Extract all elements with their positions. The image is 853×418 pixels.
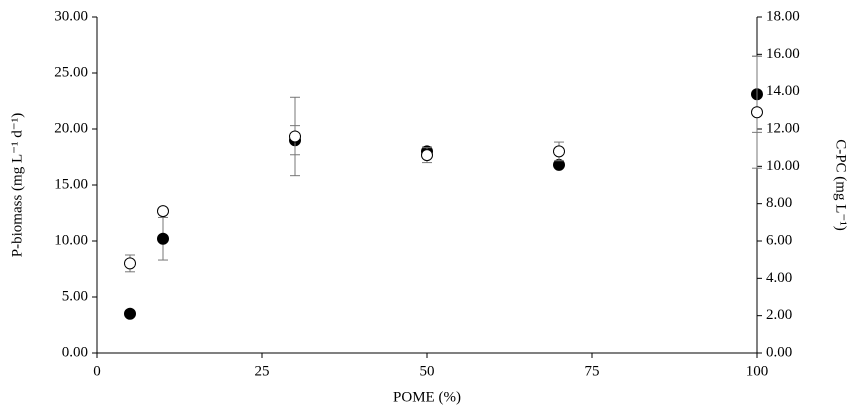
y-tick-label: 15.00 xyxy=(54,176,88,192)
y-tick-label: 20.00 xyxy=(54,120,88,136)
point xyxy=(289,130,301,143)
y2-tick-label: 2.00 xyxy=(766,307,792,323)
point xyxy=(751,106,763,119)
y2-tick-label: 10.00 xyxy=(766,158,800,174)
y2-tick-label: 14.00 xyxy=(766,83,800,99)
y2-tick-label: 16.00 xyxy=(766,46,800,62)
point xyxy=(157,232,169,245)
x-tick-label: 100 xyxy=(746,363,769,379)
y-tick-label: 25.00 xyxy=(54,64,88,80)
point xyxy=(124,307,136,320)
x-tick-label: 50 xyxy=(420,363,435,379)
y2-tick-label: 18.00 xyxy=(766,8,800,24)
y2-tick-label: 4.00 xyxy=(766,270,792,286)
y-axis-title: P-biomass (mg L⁻¹ d⁻¹) xyxy=(9,113,25,257)
y2-axis-title: C-PC (mg L⁻¹) xyxy=(833,139,849,231)
point xyxy=(124,257,136,270)
y-tick-label: 5.00 xyxy=(62,288,88,304)
point xyxy=(157,205,169,218)
y-tick-label: 0.00 xyxy=(62,344,88,360)
y-tick-label: 10.00 xyxy=(54,232,88,248)
x-tick-label: 75 xyxy=(585,363,600,379)
x-tick-label: 0 xyxy=(93,363,101,379)
x-axis-title: POME (%) xyxy=(393,389,461,405)
y2-tick-label: 12.00 xyxy=(766,120,800,136)
point xyxy=(421,149,433,162)
point xyxy=(553,145,565,158)
y2-tick-label: 8.00 xyxy=(766,195,792,211)
x-tick-label: 25 xyxy=(255,363,270,379)
y-tick-label: 30.00 xyxy=(54,8,88,24)
y2-tick-label: 0.00 xyxy=(766,344,792,360)
y2-tick-label: 6.00 xyxy=(766,232,792,248)
